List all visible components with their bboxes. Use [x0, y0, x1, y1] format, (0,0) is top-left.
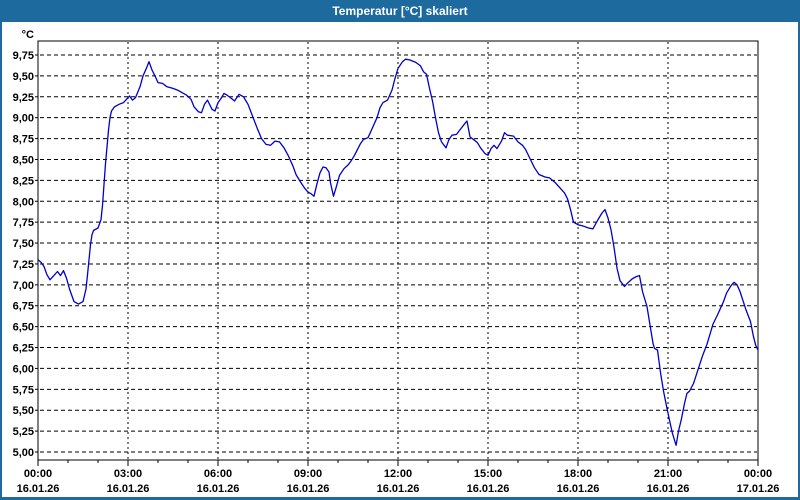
temperature-line-chart: 9,75 9,50 9,25 9,00 8,75 8,50 8,25 8,00 7,75 7,50…: [13, 29, 780, 495]
x-tick-time-label: 12:00: [384, 468, 412, 480]
y-tick-label: 5,00: [13, 447, 34, 459]
x-tick-date-label: 16.01.26: [17, 483, 60, 495]
y-tick-label: 8,00: [13, 196, 34, 208]
y-tick-label: 6,00: [13, 363, 34, 375]
x-tick-time-label: 21:00: [654, 468, 682, 480]
x-tick-date-label: 16.01.26: [377, 483, 420, 495]
y-tick-label: 7,00: [13, 280, 34, 292]
y-tick-label: 6,50: [13, 322, 34, 334]
chart-content-area: 9,75 9,50 9,25 9,00 8,75 8,50 8,25 8,00 7,75 7,50…: [2, 22, 798, 497]
temperature-series-line: [37, 58, 759, 446]
x-tick-date-label: 17.01.26: [737, 483, 780, 495]
x-tick-time-label: 00:00: [24, 468, 52, 480]
y-tick-label: 7,25: [13, 259, 34, 271]
y-tick-label: 9,25: [13, 92, 34, 104]
y-tick-label: 7,75: [13, 217, 34, 229]
y-tick-label: 9,50: [13, 71, 34, 83]
y-tick-label: 8,25: [13, 175, 34, 187]
y-tick-label: 5,25: [13, 426, 34, 438]
x-tick-time-label: 03:00: [114, 468, 142, 480]
x-tick-date-label: 16.01.26: [467, 483, 510, 495]
y-tick-label: 8,75: [13, 134, 34, 146]
x-tick-date-label: 16.01.26: [197, 483, 240, 495]
y-tick-label: 9,75: [13, 50, 34, 62]
y-tick-label: 7,50: [13, 238, 34, 250]
y-axis-unit-label: °C: [22, 29, 34, 41]
x-tick-time-label: 00:00: [744, 468, 772, 480]
x-tick-time-label: 15:00: [474, 468, 502, 480]
x-tick-time-label: 09:00: [294, 468, 322, 480]
y-tick-label: 5,50: [13, 405, 34, 417]
y-tick-label: 9,00: [13, 113, 34, 125]
y-tick-label: 8,50: [13, 154, 34, 166]
x-tick-date-label: 16.01.26: [647, 483, 690, 495]
x-tick-time-label: 06:00: [204, 468, 232, 480]
x-tick-date-label: 16.01.26: [107, 483, 150, 495]
title-bar: Temperatur [°C] skaliert: [2, 0, 798, 22]
x-tick-date-label: 16.01.26: [287, 483, 330, 495]
y-tick-label: 6,75: [13, 301, 34, 313]
x-tick-date-label: 16.01.26: [557, 483, 600, 495]
x-tick-time-label: 18:00: [564, 468, 592, 480]
window-title: Temperatur [°C] skaliert: [332, 4, 468, 18]
y-tick-label: 6,25: [13, 343, 34, 355]
y-tick-label: 5,75: [13, 384, 34, 396]
plot-border: [37, 40, 759, 461]
